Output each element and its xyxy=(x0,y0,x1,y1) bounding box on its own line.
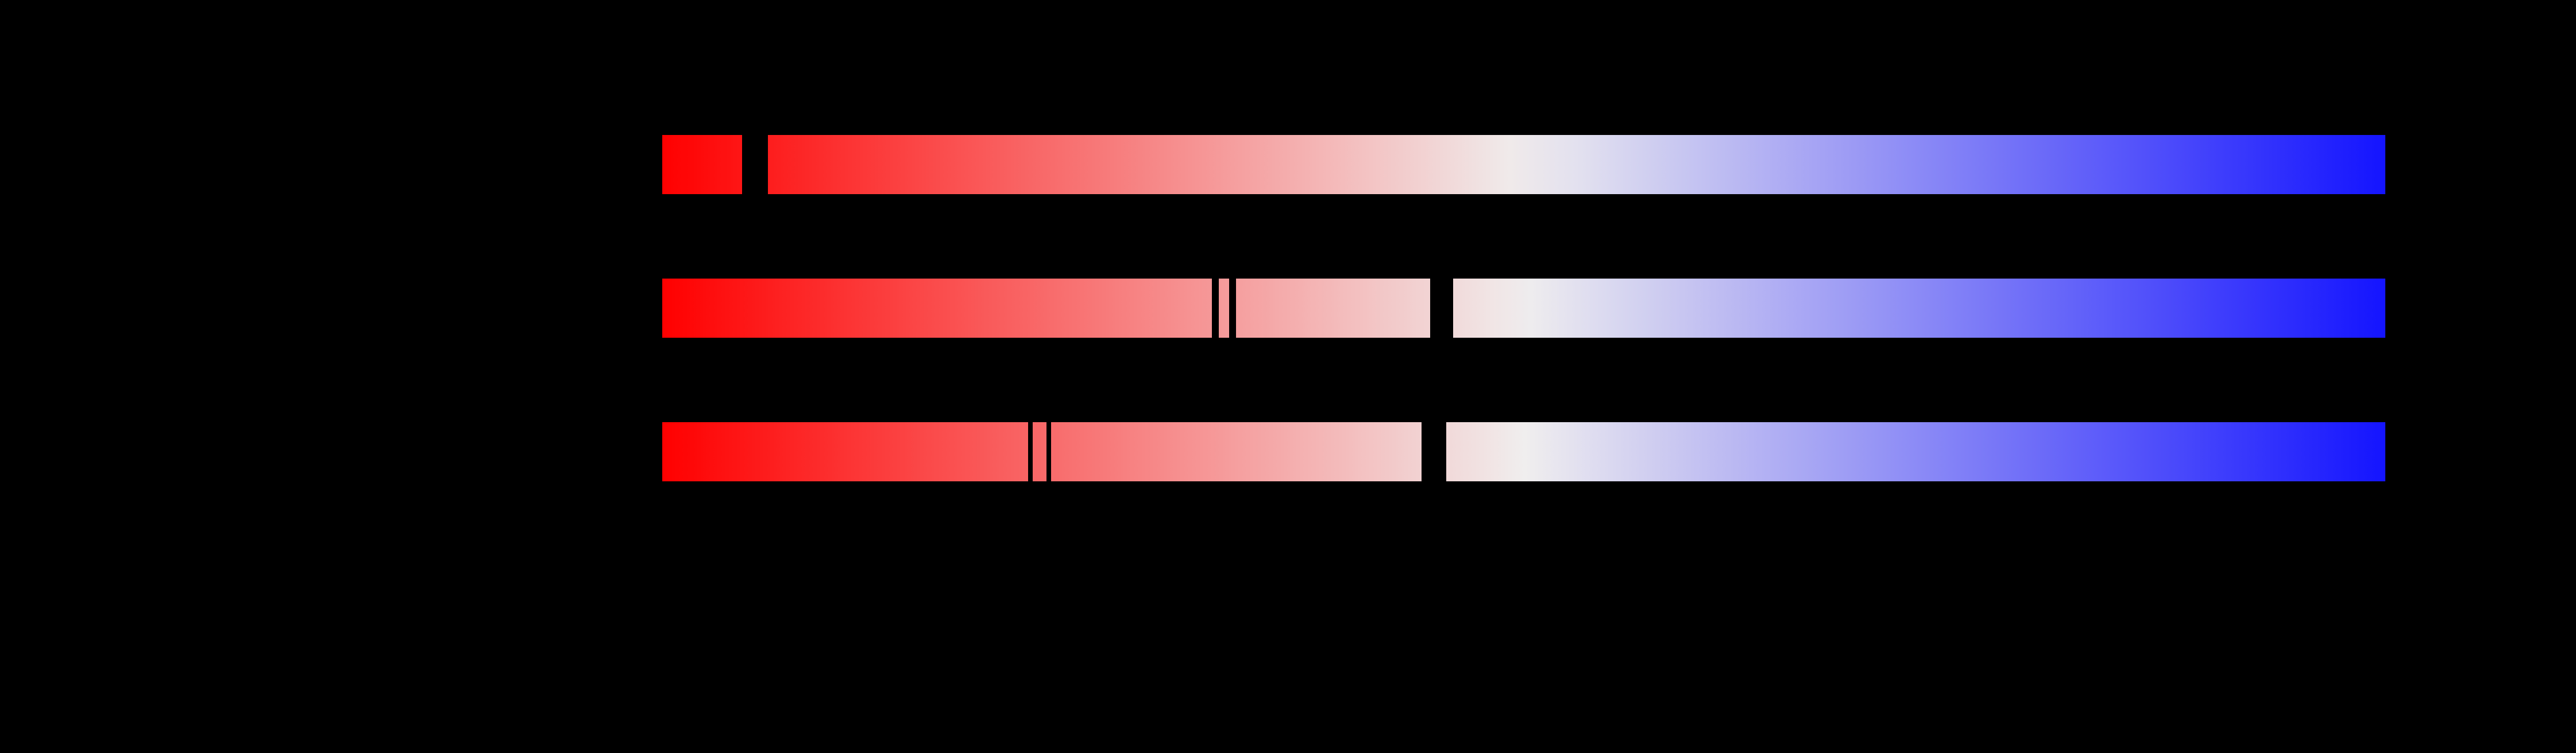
colorbar-segment xyxy=(1453,279,2385,338)
colorbar-segment xyxy=(1446,422,2385,481)
colorbar-segment xyxy=(1236,279,1431,338)
colorbar-gradient xyxy=(1236,279,1431,338)
colorbar-gradient xyxy=(1219,279,1229,338)
colorbar-row-3 xyxy=(662,422,2385,481)
colorbar-gradient xyxy=(1453,279,2385,338)
colorbar-segment xyxy=(662,422,1028,481)
colorbar-gradient xyxy=(1051,422,1422,481)
colorbar-segment xyxy=(662,135,742,194)
colorbar-row-1 xyxy=(662,135,2385,194)
colorbar-row-2 xyxy=(662,279,2385,338)
colorbar-gradient xyxy=(662,422,1028,481)
colorbar-segment xyxy=(1051,422,1422,481)
colorbar-gradient xyxy=(662,279,1212,338)
colorbar-gradient xyxy=(662,135,742,194)
colorbar-segment xyxy=(1219,279,1229,338)
colorbar-gradient xyxy=(1033,422,1046,481)
colorbar-segment xyxy=(1033,422,1046,481)
colorbar-gradient xyxy=(767,135,2385,194)
colorbar-segment xyxy=(662,279,1212,338)
colorbar-segment xyxy=(767,135,2385,194)
colorbar-gradient xyxy=(1446,422,2385,481)
